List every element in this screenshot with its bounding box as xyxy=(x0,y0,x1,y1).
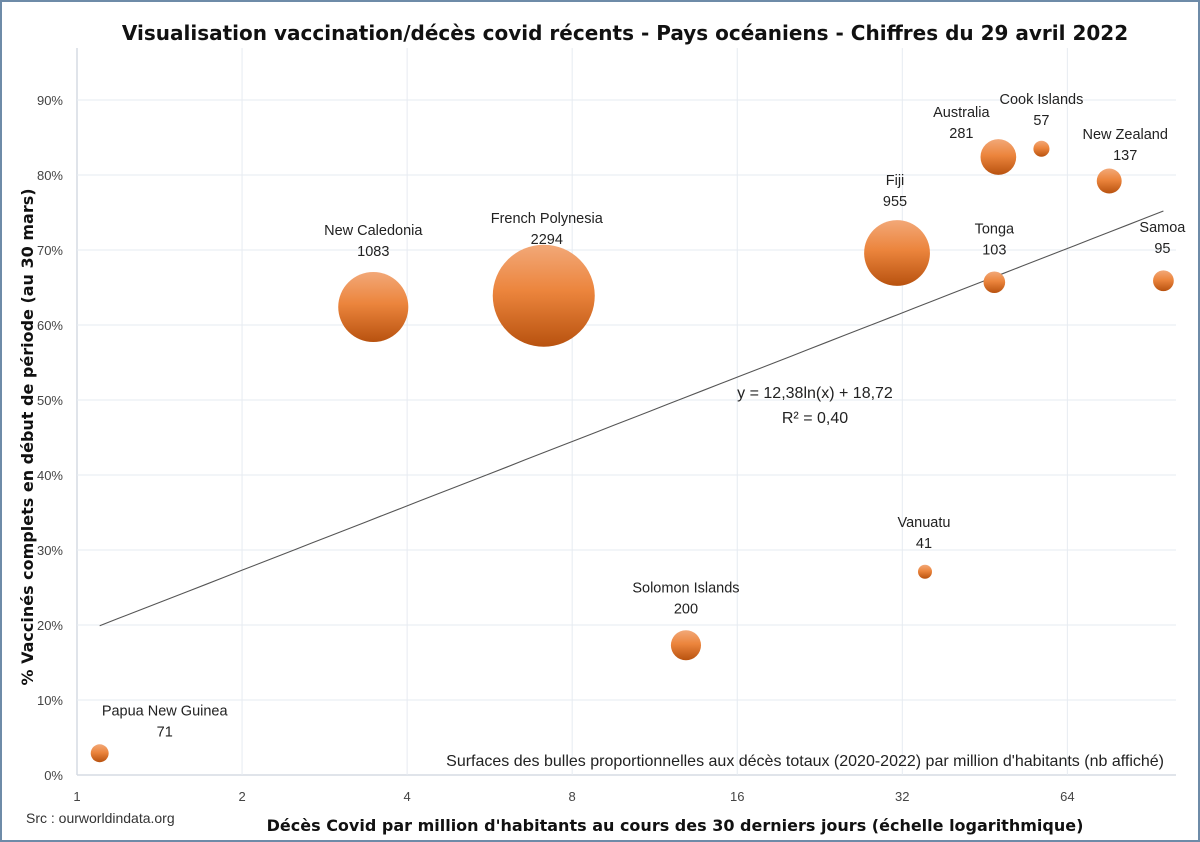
y-tick-label: 80% xyxy=(37,168,63,183)
source-note: Src : ourworldindata.org xyxy=(26,810,175,826)
x-axis-ticks: 1 2 4 8 16 32 64 xyxy=(73,789,1074,804)
x-tick-label: 8 xyxy=(569,789,576,804)
bubble-new-caledonia xyxy=(338,271,409,343)
trendline xyxy=(99,210,1164,627)
label-french-polynesia-value: 2294 xyxy=(531,232,563,248)
label-solomon-islands-value: 200 xyxy=(674,601,698,617)
y-axis-label: % Vaccinés complets en début de période … xyxy=(18,188,37,685)
label-vanuatu-value: 41 xyxy=(916,536,932,552)
trendline-group xyxy=(99,210,1164,627)
bubble-vanuatu xyxy=(917,564,932,579)
label-new-zealand-name: New Zealand xyxy=(1082,127,1167,143)
label-french-polynesia-name: French Polynesia xyxy=(491,211,604,227)
bubble-australia xyxy=(980,139,1017,175)
label-fiji-name: Fiji xyxy=(886,173,905,189)
x-tick-label: 4 xyxy=(404,789,411,804)
y-tick-label: 70% xyxy=(37,243,63,258)
bubble-cook-islands xyxy=(1033,140,1050,157)
label-vanuatu-name: Vanuatu xyxy=(898,515,951,531)
label-australia-name: Australia xyxy=(933,105,990,121)
label-samoa-value: 95 xyxy=(1154,241,1170,257)
label-new-caledonia-value: 1083 xyxy=(357,244,389,260)
label-australia-value: 281 xyxy=(949,126,973,142)
y-tick-label: 0% xyxy=(44,768,63,783)
x-tick-label: 64 xyxy=(1060,789,1074,804)
label-papua-new-guinea-name: Papua New Guinea xyxy=(102,703,229,719)
y-tick-label: 30% xyxy=(37,543,63,558)
label-cook-islands-name: Cook Islands xyxy=(1000,92,1084,108)
x-tick-label: 2 xyxy=(238,789,245,804)
bubble-fiji xyxy=(864,220,930,286)
y-axis-ticks: 0% 10% 20% 30% 40% 50% 60% 70% 80% 90% xyxy=(37,93,63,783)
trendline-r2: R² = 0,40 xyxy=(782,410,848,427)
label-solomon-islands-name: Solomon Islands xyxy=(632,580,739,596)
bubble-new-zealand xyxy=(1096,168,1122,194)
y-tick-label: 90% xyxy=(37,93,63,108)
bubble-papua-new-guinea xyxy=(90,744,109,763)
x-tick-label: 1 xyxy=(73,789,80,804)
y-tick-label: 20% xyxy=(37,618,63,633)
bubble-size-note: Surfaces des bulles proportionnelles aux… xyxy=(446,753,1164,770)
bubble-tonga xyxy=(983,271,1006,294)
label-tonga-value: 103 xyxy=(982,242,1006,258)
x-tick-label: 32 xyxy=(895,789,909,804)
data-labels: Papua New Guinea 71 New Caledonia 1083 Frenc… xyxy=(102,92,1186,741)
trendline-equation: y = 12,38ln(x) + 18,72 xyxy=(737,385,893,402)
y-tick-label: 10% xyxy=(37,693,63,708)
label-samoa-name: Samoa xyxy=(1139,220,1186,236)
x-tick-label: 16 xyxy=(730,789,744,804)
x-axis-label: Décès Covid par million d'habitants au c… xyxy=(267,816,1084,835)
label-fiji-value: 955 xyxy=(883,194,907,210)
label-papua-new-guinea-value: 71 xyxy=(157,724,173,740)
y-tick-label: 60% xyxy=(37,318,63,333)
label-new-caledonia-name: New Caledonia xyxy=(324,223,423,239)
bubble-french-polynesia xyxy=(492,244,595,347)
label-cook-islands-value: 57 xyxy=(1033,113,1049,129)
chart-title: Visualisation vaccination/décès covid ré… xyxy=(122,21,1128,45)
bubble-solomon-islands xyxy=(670,630,702,661)
label-new-zealand-value: 137 xyxy=(1113,148,1137,164)
bubbles xyxy=(90,139,1174,763)
grid xyxy=(76,48,1176,776)
bubble-samoa xyxy=(1153,270,1174,292)
label-tonga-name: Tonga xyxy=(975,221,1015,237)
y-tick-label: 40% xyxy=(37,468,63,483)
y-tick-label: 50% xyxy=(37,393,63,408)
